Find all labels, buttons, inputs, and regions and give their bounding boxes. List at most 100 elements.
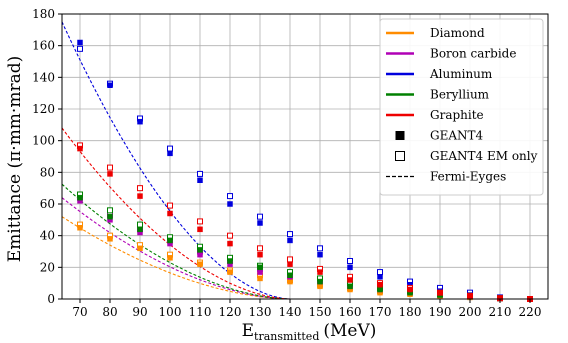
x-axis-label: Etransmitted (MeV): [242, 321, 377, 343]
y-tick-label: 160: [32, 39, 55, 53]
point-geant4-diamond: [257, 275, 263, 282]
x-tick-label: 130: [249, 305, 272, 319]
point-geant4-graphite: [437, 289, 443, 296]
point-geant4-boron-carbide: [197, 251, 203, 258]
point-geant4-em-aluminum: [257, 213, 263, 220]
point-geant4-em-beryllium: [107, 207, 113, 214]
point-geant4-em-aluminum: [287, 231, 293, 238]
legend-label: Boron carbide: [430, 47, 516, 61]
x-tick-label: 190: [429, 305, 452, 319]
x-tick-label: 90: [132, 305, 147, 319]
point-geant4-aluminum: [287, 237, 293, 244]
x-tick-label: 180: [399, 305, 422, 319]
point-geant4-em-aluminum: [227, 193, 233, 200]
point-geant4-aluminum: [317, 251, 323, 258]
x-tick-label: 210: [489, 305, 512, 319]
point-geant4-beryllium: [197, 247, 203, 253]
point-geant4-em-graphite: [227, 232, 233, 239]
point-geant4-beryllium: [377, 286, 383, 293]
y-tick-label: 40: [40, 229, 55, 243]
x-axis-ticks: 70 80 90 100 110 120 130 140 150 160 170 180 190 200 2…: [72, 299, 541, 319]
x-axis-label-main: E: [242, 321, 254, 341]
point-geant4-boron-carbide: [257, 269, 263, 275]
point-geant4-graphite: [287, 261, 293, 267]
point-geant4-graphite: [227, 240, 233, 247]
point-geant4-aluminum: [167, 150, 173, 157]
point-geant4-em-graphite: [107, 164, 113, 171]
point-geant4-aluminum: [377, 274, 383, 280]
legend-label: GEANT4 EM only: [430, 149, 538, 163]
point-geant4-em-aluminum: [167, 145, 173, 152]
x-tick-label: 110: [189, 305, 212, 319]
point-geant4-em-aluminum: [77, 45, 83, 52]
point-geant4-graphite: [347, 277, 353, 283]
point-geant4-beryllium: [347, 283, 353, 290]
point-geant4-beryllium: [107, 213, 113, 220]
point-geant4-graphite: [167, 210, 173, 217]
x-tick-label: 220: [519, 305, 542, 319]
x-tick-label: 80: [102, 305, 117, 319]
point-geant4-beryllium: [317, 278, 323, 285]
point-geant4-aluminum: [257, 220, 263, 226]
fermi-eyges-curve-boron-carbide: [61, 197, 530, 300]
fermi-eyges-curve-beryllium: [61, 183, 530, 300]
point-geant4-em-aluminum: [347, 258, 353, 264]
x-tick-label: 100: [159, 305, 182, 319]
point-geant4-beryllium: [227, 258, 233, 264]
point-geant4-graphite: [77, 145, 83, 152]
legend-swatch-filled-square: [395, 131, 405, 140]
point-geant4-diamond: [317, 283, 323, 290]
y-tick-label: 140: [32, 70, 55, 84]
point-geant4-beryllium: [137, 226, 143, 233]
legend-label: Diamond: [430, 26, 485, 40]
y-tick-label: 100: [32, 134, 55, 148]
point-geant4-em-aluminum: [377, 269, 383, 276]
point-geant4-graphite: [407, 286, 413, 293]
legend: Diamond Boron carbide Aluminum Beryllium Gra…: [379, 18, 544, 196]
fermi-eyges-curve-diamond: [61, 216, 530, 300]
point-geant4-diamond: [77, 225, 83, 231]
point-geant4-beryllium: [287, 272, 293, 278]
point-geant4-graphite: [107, 171, 113, 177]
point-geant4-graphite: [197, 226, 203, 233]
point-geant4-graphite: [317, 269, 323, 275]
point-geant4-em-graphite: [167, 202, 173, 209]
point-geant4-aluminum: [197, 177, 203, 183]
y-tick-label: 180: [32, 7, 55, 21]
x-tick-label: 70: [72, 305, 87, 319]
x-tick-label: 200: [459, 305, 482, 319]
point-geant4-diamond: [137, 245, 143, 252]
point-geant4-diamond: [227, 269, 233, 275]
point-geant4-diamond: [287, 278, 293, 285]
point-geant4-em-aluminum: [317, 245, 323, 252]
point-geant4-beryllium: [167, 237, 173, 244]
y-axis-ticks: 0 20 40 60 80 100 120 140 160 180: [32, 7, 62, 306]
y-axis-label: Emittance (π·mm·mrad): [5, 56, 25, 262]
y-tick-label: 120: [32, 102, 55, 116]
point-geant4-em-beryllium: [137, 221, 143, 228]
point-geant4-graphite: [137, 193, 143, 199]
point-geant4-em-graphite: [197, 218, 203, 225]
x-tick-label: 140: [279, 305, 302, 319]
point-geant4-graphite: [467, 293, 473, 299]
y-tick-label: 0: [47, 292, 55, 306]
x-tick-label: 150: [309, 305, 332, 319]
point-geant4-aluminum: [137, 118, 143, 125]
legend-label: Fermi-Eyges: [430, 170, 506, 184]
data-points: [77, 39, 533, 302]
point-geant4-diamond: [167, 255, 173, 261]
point-geant4-graphite: [257, 251, 263, 258]
point-geant4-aluminum: [77, 39, 83, 46]
legend-label: Graphite: [430, 108, 484, 122]
legend-swatch-open-square: [395, 151, 405, 161]
point-geant4-aluminum: [227, 201, 233, 207]
legend-label: Aluminum: [429, 67, 493, 81]
point-geant4-em-graphite: [257, 245, 263, 252]
y-tick-label: 60: [40, 197, 55, 211]
point-geant4-beryllium: [257, 264, 263, 271]
x-tick-label: 170: [369, 305, 392, 319]
point-geant4-em-aluminum: [197, 170, 203, 177]
point-geant4-em-graphite: [287, 256, 293, 263]
point-geant4-beryllium: [77, 194, 83, 201]
